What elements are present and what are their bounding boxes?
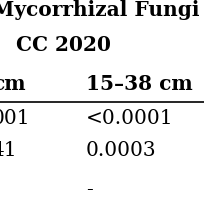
- Text: Mycorrhizal Fungi: Mycorrhizal Fungi: [0, 0, 198, 20]
- Text: -: -: [86, 180, 92, 198]
- Text: cm: cm: [0, 73, 25, 93]
- Text: <0.0001: <0.0001: [86, 108, 173, 127]
- Text: 0.0003: 0.0003: [86, 141, 156, 160]
- Text: 001: 001: [0, 108, 30, 127]
- Text: 41: 41: [0, 141, 17, 160]
- Text: CC 2020: CC 2020: [16, 35, 111, 55]
- Text: 15–38 cm: 15–38 cm: [86, 73, 192, 93]
